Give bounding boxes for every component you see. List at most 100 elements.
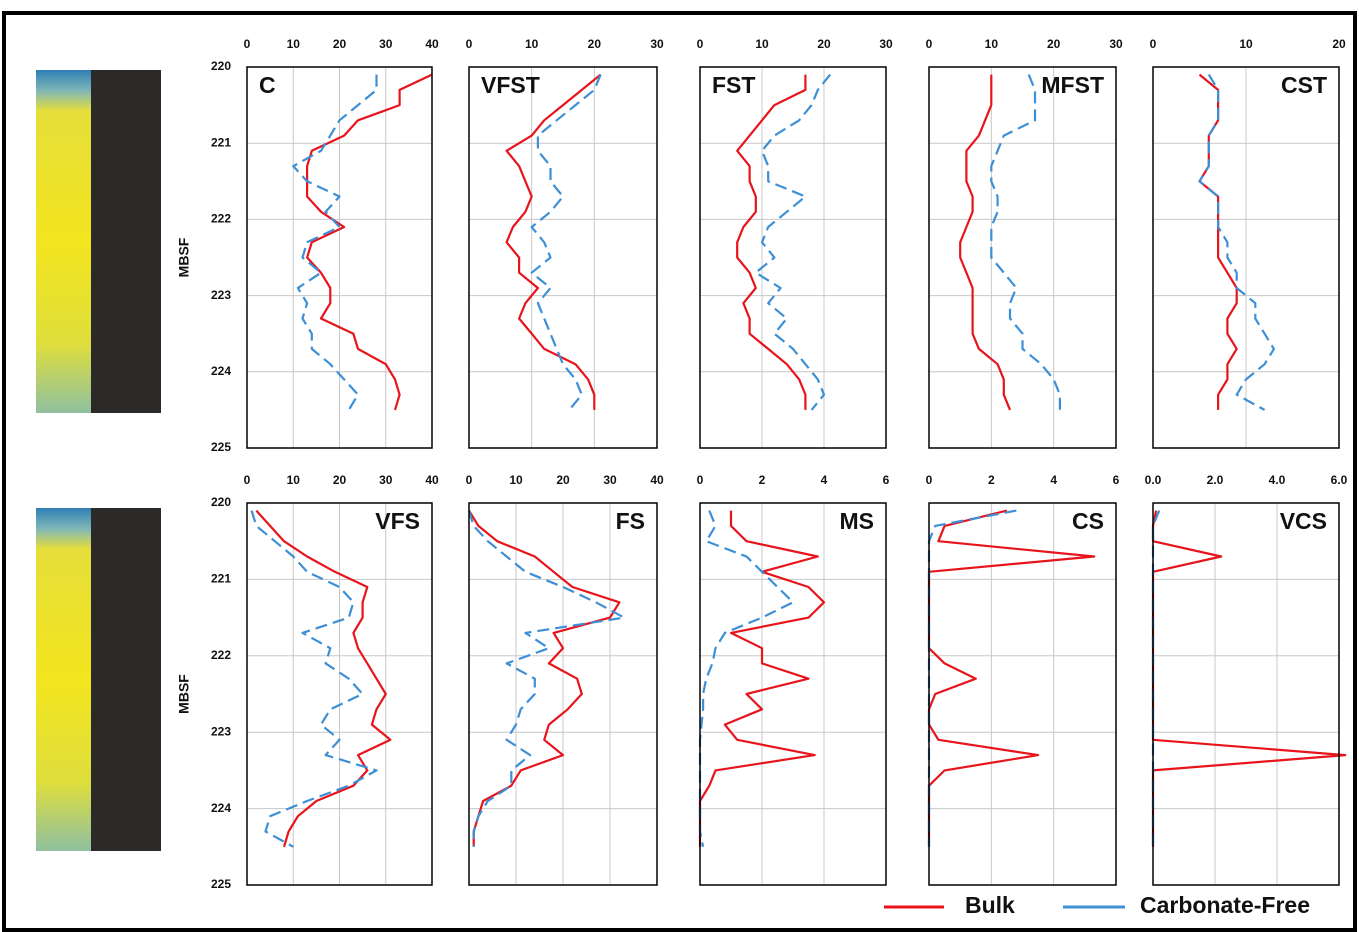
panel-title: MS (840, 508, 875, 534)
panel: 0 10 20 30 40 FS (466, 473, 664, 886)
x-tick-label: 20 (1047, 37, 1061, 51)
x-tick-label: 40 (650, 473, 664, 487)
x-tick-label: 0 (926, 37, 933, 51)
legend-label: Bulk (965, 892, 1015, 918)
x-tick-label: 30 (650, 37, 664, 51)
x-tick-label: 6 (883, 473, 890, 487)
x-tick-label: 30 (603, 473, 617, 487)
x-tick-label: 2 (988, 473, 995, 487)
panel-title: FS (616, 508, 645, 534)
series-line (292, 74, 378, 411)
y-axis-label: MBSF (176, 674, 192, 714)
y-axis-label: MBSF (176, 237, 192, 277)
plot-frame (699, 502, 887, 886)
x-tick-label: 30 (379, 37, 393, 51)
x-tick-label: 10 (287, 473, 301, 487)
series-line (468, 510, 621, 847)
panel: 0 10 20 30 VFST (466, 37, 664, 449)
x-tick-label: 30 (879, 37, 893, 51)
x-tick-label: 0 (466, 37, 473, 51)
y-tick-label: 225 (211, 877, 231, 891)
core-image-bottom (36, 508, 161, 851)
plot-frame (699, 66, 887, 449)
series-line (530, 74, 602, 411)
panel-title: FST (712, 72, 755, 98)
x-tick-label: 10 (525, 37, 539, 51)
plot-frame (1152, 66, 1340, 449)
y-tick-label: 221 (211, 572, 231, 586)
panel: 0.0 2.0 4.0 6.0 VCS (1145, 473, 1348, 886)
y-tick-label: 222 (211, 648, 231, 662)
panel: 220 221 222 223 224 225 0 10 20 30 40 MBSF C (176, 37, 439, 454)
series-line (505, 73, 602, 410)
plot-frame (928, 66, 1117, 449)
x-tick-label: 2 (759, 473, 766, 487)
series-line (255, 509, 392, 848)
y-tick-label: 220 (211, 59, 231, 73)
y-tick-label: 222 (211, 212, 231, 226)
y-tick-label: 223 (211, 288, 231, 302)
y-tick-label: 224 (211, 364, 231, 378)
x-tick-label: 0 (697, 37, 704, 51)
panel: 0 10 20 30 MFST (926, 37, 1123, 449)
x-tick-label: 6 (1113, 473, 1120, 487)
x-tick-label: 40 (425, 473, 439, 487)
y-tick-label: 224 (211, 801, 231, 815)
panel-title: MFST (1041, 72, 1104, 98)
y-tick-label: 221 (211, 135, 231, 149)
x-tick-label: 4 (1050, 473, 1057, 487)
panel: 0 10 20 CST (1150, 37, 1346, 449)
series-line (927, 509, 1017, 847)
x-tick-label: 10 (509, 473, 523, 487)
series-line (990, 74, 1061, 410)
x-tick-label: 0 (244, 37, 251, 51)
x-tick-label: 20 (556, 473, 570, 487)
x-tick-label: 0 (697, 473, 704, 487)
x-tick-label: 20 (333, 37, 347, 51)
x-tick-label: 30 (1109, 37, 1123, 51)
panel-title: VCS (1280, 508, 1327, 534)
panel-title: VFST (481, 72, 540, 98)
series-line (467, 510, 626, 847)
series-line (1198, 74, 1275, 411)
x-tick-label: 10 (985, 37, 999, 51)
panel: 0 10 20 30 FST (697, 37, 893, 449)
x-tick-label: 0.0 (1145, 473, 1162, 487)
x-tick-label: 30 (379, 473, 393, 487)
series-line (959, 74, 1012, 411)
panel-title: C (259, 72, 276, 98)
series-line (736, 74, 807, 410)
series-line (927, 509, 1096, 847)
series-line (754, 73, 832, 411)
y-tick-label: 220 (211, 495, 231, 509)
x-tick-label: 20 (588, 37, 602, 51)
x-tick-label: 2.0 (1207, 473, 1224, 487)
plot-frame (928, 502, 1117, 886)
x-tick-label: 0 (466, 473, 473, 487)
series-line (1151, 510, 1347, 847)
legend-label: Carbonate-Free (1140, 892, 1310, 918)
x-tick-label: 10 (755, 37, 769, 51)
series-line (698, 510, 826, 847)
x-tick-label: 20 (1332, 37, 1346, 51)
x-tick-label: 20 (333, 473, 347, 487)
series-line (1198, 73, 1238, 410)
y-tick-label: 223 (211, 724, 231, 738)
plot-frame (468, 66, 658, 449)
series-line (250, 510, 378, 848)
legend: Bulk Carbonate-Free (884, 892, 1310, 918)
x-tick-label: 0 (1150, 37, 1157, 51)
panel: 0 2 4 6 CS (926, 473, 1120, 886)
panel-title: VFS (375, 508, 420, 534)
frame (2, 11, 1357, 932)
plot-frame (246, 66, 433, 449)
x-tick-label: 20 (817, 37, 831, 51)
series-line (698, 510, 795, 848)
x-tick-label: 10 (1239, 37, 1253, 51)
x-tick-label: 0 (926, 473, 933, 487)
series-line (306, 73, 433, 411)
x-tick-label: 6.0 (1331, 473, 1348, 487)
y-tick-label: 225 (211, 440, 231, 454)
